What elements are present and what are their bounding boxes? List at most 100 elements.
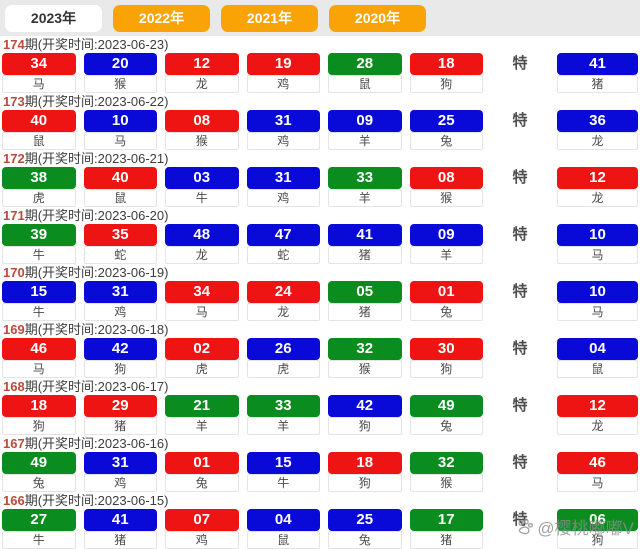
year-tabs: 2023年 2022年 2021年 2020年 (0, 0, 640, 36)
period-header: 171期(开奖时间:2023-06-20) (0, 207, 640, 224)
number-ball: 18 (328, 452, 402, 474)
ball-cell: 41 猪 (83, 509, 157, 549)
period-number: 168 (3, 379, 25, 394)
ball-cell: 18 狗 (328, 452, 402, 492)
zodiac-label: 鸡 (246, 75, 320, 93)
number-ball: 10 (83, 110, 157, 132)
number-ball: 38 (2, 167, 76, 189)
period-header: 166期(开奖时间:2023-06-15) (0, 492, 640, 509)
zodiac-label: 猪 (409, 531, 483, 549)
period-date: 期(开奖时间:2023-06-17) (24, 379, 169, 394)
ball-row: 49 兔 31 鸡 01 兔 15 牛 18 狗 32 猴特 46 马 (0, 452, 640, 492)
number-ball: 49 (409, 395, 483, 417)
draw-block: 171期(开奖时间:2023-06-20) 39 牛 35 蛇 48 龙 47 蛇 41 猪 09 羊特… (0, 207, 640, 264)
zodiac-label: 兔 (165, 474, 239, 492)
zodiac-label: 猴 (83, 75, 157, 93)
zodiac-label: 狗 (557, 531, 638, 549)
ball-cell: 02 虎 (165, 338, 239, 378)
period-date: 期(开奖时间:2023-06-20) (24, 208, 169, 223)
ball-cell: 04 鼠 (246, 509, 320, 549)
period-header: 173期(开奖时间:2023-06-22) (0, 93, 640, 110)
ball-cell: 21 羊 (165, 395, 239, 435)
special-label: 特 (512, 55, 528, 72)
special-ball-cell: 12 龙 (557, 395, 638, 435)
number-ball: 08 (409, 167, 483, 189)
period-date: 期(开奖时间:2023-06-18) (24, 322, 169, 337)
ball-cell: 33 羊 (328, 167, 402, 207)
zodiac-label: 马 (83, 132, 157, 150)
ball-cell: 42 狗 (83, 338, 157, 378)
draw-block: 169期(开奖时间:2023-06-18) 46 马 42 狗 02 虎 26 虎 32 猴 30 狗特… (0, 321, 640, 378)
zodiac-label: 兔 (409, 303, 483, 321)
period-number: 170 (3, 265, 25, 280)
zodiac-label: 鸡 (246, 132, 320, 150)
zodiac-label: 猴 (409, 474, 483, 492)
tab-2022[interactable]: 2022年 (113, 4, 210, 32)
period-date: 期(开奖时间:2023-06-16) (24, 436, 169, 451)
ball-cell: 15 牛 (2, 281, 76, 321)
ball-cell: 10 马 (83, 110, 157, 150)
zodiac-label: 鸡 (165, 531, 239, 549)
zodiac-label: 狗 (83, 360, 157, 378)
ball-cell: 27 牛 (2, 509, 76, 549)
number-ball: 04 (246, 509, 320, 531)
number-ball: 40 (2, 110, 76, 132)
number-ball: 35 (83, 224, 157, 246)
zodiac-label: 牛 (2, 246, 76, 264)
ball-cell: 07 鸡 (165, 509, 239, 549)
zodiac-label: 羊 (165, 417, 239, 435)
ball-cell: 17 猪 (409, 509, 483, 549)
ball-cell: 26 虎 (246, 338, 320, 378)
zodiac-label: 猪 (557, 75, 638, 93)
ball-cell: 49 兔 (2, 452, 76, 492)
zodiac-label: 马 (557, 303, 638, 321)
special-label: 特 (512, 112, 528, 129)
zodiac-label: 狗 (409, 75, 483, 93)
tab-2021[interactable]: 2021年 (221, 4, 318, 32)
zodiac-label: 兔 (328, 531, 402, 549)
special-label: 特 (512, 169, 528, 186)
number-ball: 40 (83, 167, 157, 189)
ball-cell: 31 鸡 (83, 452, 157, 492)
zodiac-label: 鼠 (83, 189, 157, 207)
special-ball-cell: 12 龙 (557, 167, 638, 207)
number-ball: 34 (165, 281, 239, 303)
period-number: 166 (3, 493, 25, 508)
ball-cell: 31 鸡 (246, 110, 320, 150)
number-ball: 19 (246, 53, 320, 75)
ball-row: 27 牛 41 猪 07 鸡 04 鼠 25 兔 17 猪特 06 狗 (0, 509, 640, 549)
ball-cell: 33 羊 (246, 395, 320, 435)
zodiac-label: 马 (2, 360, 76, 378)
ball-cell: 19 鸡 (246, 53, 320, 93)
ball-cell: 46 马 (2, 338, 76, 378)
number-ball: 15 (246, 452, 320, 474)
number-ball: 15 (2, 281, 76, 303)
number-ball: 27 (2, 509, 76, 531)
period-header: 172期(开奖时间:2023-06-21) (0, 150, 640, 167)
number-ball: 18 (409, 53, 483, 75)
tab-2020[interactable]: 2020年 (329, 4, 426, 32)
ball-cell: 18 狗 (409, 53, 483, 93)
zodiac-label: 牛 (246, 474, 320, 492)
ball-row: 15 牛 31 鸡 34 马 24 龙 05 猪 01 兔特 10 马 (0, 281, 640, 321)
period-date: 期(开奖时间:2023-06-21) (24, 151, 169, 166)
zodiac-label: 马 (557, 246, 638, 264)
period-header: 168期(开奖时间:2023-06-17) (0, 378, 640, 395)
number-ball: 08 (165, 110, 239, 132)
ball-cell: 25 兔 (328, 509, 402, 549)
ball-cell: 47 蛇 (246, 224, 320, 264)
tab-2023[interactable]: 2023年 (5, 4, 102, 32)
number-ball: 39 (2, 224, 76, 246)
period-header: 169期(开奖时间:2023-06-18) (0, 321, 640, 338)
number-ball: 32 (409, 452, 483, 474)
ball-cell: 15 牛 (246, 452, 320, 492)
period-date: 期(开奖时间:2023-06-23) (24, 37, 169, 52)
zodiac-label: 牛 (2, 531, 76, 549)
number-ball: 41 (557, 53, 638, 75)
number-ball: 42 (83, 338, 157, 360)
ball-cell: 03 牛 (165, 167, 239, 207)
number-ball: 01 (409, 281, 483, 303)
number-ball: 09 (409, 224, 483, 246)
number-ball: 09 (328, 110, 402, 132)
zodiac-label: 狗 (328, 474, 402, 492)
